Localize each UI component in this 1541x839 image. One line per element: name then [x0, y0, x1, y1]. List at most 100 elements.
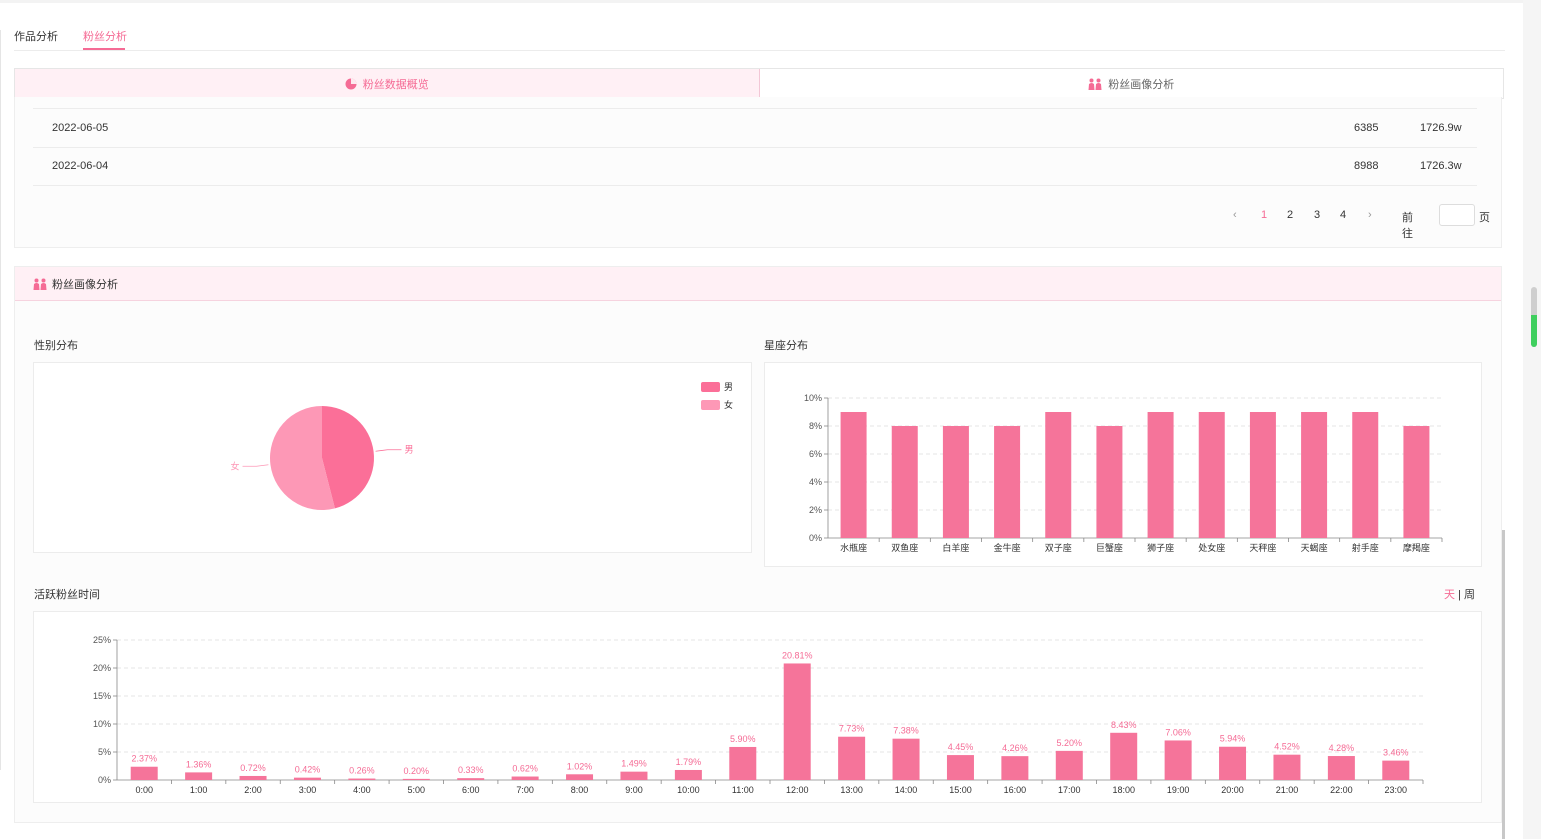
row-total: 1726.9w	[1420, 122, 1462, 134]
bar[interactable]	[566, 774, 594, 780]
row-date: 2022-06-05	[52, 122, 109, 134]
x-tick-label: 19:00	[1167, 785, 1190, 795]
bar[interactable]	[783, 663, 811, 780]
page-4[interactable]: 4	[1340, 209, 1347, 221]
bar-value-label: 1.36%	[186, 759, 212, 769]
bar[interactable]	[1403, 426, 1430, 538]
x-tick-label: 20:00	[1221, 785, 1244, 795]
page-scrollbar-track[interactable]	[1523, 0, 1541, 839]
bar[interactable]	[457, 778, 485, 780]
bar[interactable]	[1198, 412, 1225, 538]
y-tick-label: 10%	[804, 393, 822, 403]
bar[interactable]	[1110, 732, 1138, 780]
bar[interactable]	[729, 746, 757, 780]
bar[interactable]	[511, 776, 539, 780]
bar[interactable]	[942, 426, 969, 538]
toggle-day[interactable]: 天	[1444, 589, 1455, 601]
bar-value-label: 3.46%	[1383, 748, 1409, 758]
x-tick-label: 21:00	[1276, 785, 1299, 795]
section-header: 粉丝画像分析	[15, 267, 1501, 301]
bar[interactable]	[946, 755, 974, 780]
legend-swatch[interactable]	[701, 400, 720, 410]
bar[interactable]	[891, 426, 918, 538]
page-scrollbar-thumb[interactable]	[1531, 287, 1537, 347]
bar[interactable]	[348, 778, 376, 780]
tab-fans-analysis[interactable]: 粉丝分析	[83, 31, 127, 43]
x-tick-label: 双鱼座	[891, 542, 918, 553]
gender-chart-card: 男女男女	[33, 362, 752, 553]
bar[interactable]	[1219, 746, 1247, 780]
bar-value-label: 5.20%	[1057, 738, 1083, 748]
bar-value-label: 0.20%	[404, 766, 430, 776]
next-page-icon[interactable]: ›	[1368, 209, 1372, 221]
bar[interactable]	[1249, 412, 1276, 538]
bar[interactable]	[293, 777, 321, 780]
pie-slice-label: 女	[231, 460, 240, 471]
active-time-title: 活跃粉丝时间	[34, 589, 100, 601]
x-tick-label: 天秤座	[1249, 542, 1276, 553]
inner-scrollbar[interactable]	[1502, 530, 1505, 839]
pie-slice-0[interactable]	[322, 406, 374, 509]
x-tick-label: 4:00	[353, 785, 371, 795]
bar[interactable]	[674, 769, 702, 780]
bar-value-label: 1.02%	[567, 761, 593, 771]
page-suffix: 页	[1479, 212, 1490, 224]
bar[interactable]	[1352, 412, 1379, 538]
bar-value-label: 4.28%	[1329, 743, 1355, 753]
x-tick-label: 天蝎座	[1301, 542, 1328, 553]
bar[interactable]	[1273, 754, 1301, 780]
bar[interactable]	[185, 772, 213, 780]
bar[interactable]	[838, 736, 866, 780]
bar[interactable]	[130, 766, 158, 780]
bar[interactable]	[1001, 756, 1029, 780]
gender-title: 性别分布	[34, 340, 78, 352]
legend-label[interactable]: 女	[724, 399, 733, 410]
sub-tabs: 粉丝数据概览 粉丝画像分析	[14, 68, 1504, 99]
tab-works-analysis[interactable]: 作品分析	[14, 31, 58, 43]
x-tick-label: 5:00	[408, 785, 426, 795]
toggle-week[interactable]: 周	[1463, 589, 1475, 601]
legend-swatch[interactable]	[701, 382, 720, 392]
bar[interactable]	[1327, 756, 1355, 780]
pie-slice-label: 男	[404, 445, 413, 455]
tab-fans-portrait[interactable]: 粉丝画像分析	[760, 69, 1504, 98]
bar[interactable]	[994, 426, 1021, 538]
users-icon	[33, 278, 47, 290]
bar[interactable]	[1096, 426, 1123, 538]
page-2[interactable]: 2	[1287, 209, 1294, 221]
users-icon	[1088, 78, 1102, 90]
active-tab-indicator	[83, 48, 125, 50]
bar[interactable]	[1147, 412, 1174, 538]
goto-page-input[interactable]	[1439, 204, 1475, 226]
page-3[interactable]: 3	[1314, 209, 1321, 221]
bar[interactable]	[840, 412, 867, 538]
pie-slice-1[interactable]	[270, 406, 335, 510]
bar[interactable]	[239, 775, 267, 780]
bar-value-label: 0.62%	[512, 764, 538, 774]
bar-value-label: 1.49%	[621, 759, 647, 769]
bar[interactable]	[1055, 750, 1083, 780]
bar[interactable]	[1382, 760, 1410, 780]
bar-value-label: 7.06%	[1165, 727, 1191, 737]
bar[interactable]	[1301, 412, 1328, 538]
bar-value-label: 4.26%	[1002, 743, 1028, 753]
active-time-chart-card: 0% 5% 10% 15% 20% 25% 0:00 2.37% 1:00 1.36% 2:00 0.…	[33, 611, 1482, 803]
bar[interactable]	[620, 771, 648, 780]
x-tick-label: 9:00	[625, 785, 643, 795]
bar[interactable]	[402, 778, 430, 780]
tab-fans-portrait-label: 粉丝画像分析	[1108, 78, 1175, 91]
tab-fans-overview[interactable]: 粉丝数据概览	[15, 69, 760, 98]
row-increase: 8988	[1354, 160, 1379, 172]
bar[interactable]	[892, 738, 920, 780]
page-1[interactable]: 1	[1261, 209, 1268, 221]
row-total: 1726.3w	[1420, 160, 1462, 172]
bar[interactable]	[1045, 412, 1072, 538]
bar[interactable]	[1164, 740, 1192, 780]
prev-page-icon[interactable]: ‹	[1233, 209, 1237, 221]
y-tick-label: 0%	[809, 533, 822, 543]
x-tick-label: 15:00	[949, 785, 972, 795]
legend-label[interactable]: 男	[724, 382, 733, 392]
fans-portrait-section: 粉丝画像分析 性别分布 星座分布 活跃粉丝时间 天 | 周 男女男女 0% 2% 4…	[14, 266, 1502, 823]
y-tick-label: 6%	[809, 449, 822, 459]
